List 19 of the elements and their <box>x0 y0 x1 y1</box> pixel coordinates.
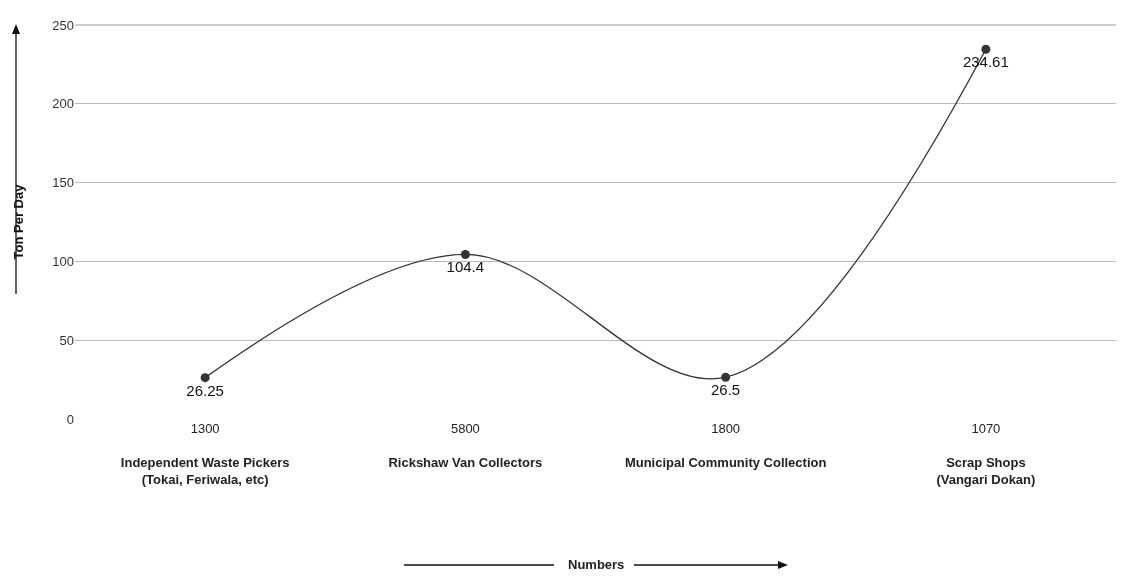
y-tick-label: 200 <box>52 96 74 112</box>
point <box>721 372 731 382</box>
y-axis-title: Ton Per Day <box>11 183 27 260</box>
category-label: 5800 Rickshaw Van Collectors <box>388 421 543 470</box>
data-label: 26.5 <box>711 381 741 399</box>
point <box>460 249 470 259</box>
category-label: 1800 Municipal Community Collection <box>624 421 827 470</box>
y-tick-label: 150 <box>52 175 74 191</box>
y-tick-label: 250 <box>52 17 74 33</box>
y-tick-label: 100 <box>52 253 74 269</box>
data-label: 104.4 <box>446 258 485 276</box>
point <box>981 44 991 54</box>
y-tick-label: 50 <box>59 332 74 348</box>
point <box>200 373 210 383</box>
y-tick-label: 0 <box>66 411 74 427</box>
category-label: 1070 Scrap Shops (Vangari Dokan) <box>936 421 1036 487</box>
category-label: 1300 Independent Waste Pickers (Tokai, Feriwala, etc) <box>120 421 290 487</box>
text: Numbers <box>568 557 625 572</box>
data-label: 26.25 <box>186 381 224 399</box>
